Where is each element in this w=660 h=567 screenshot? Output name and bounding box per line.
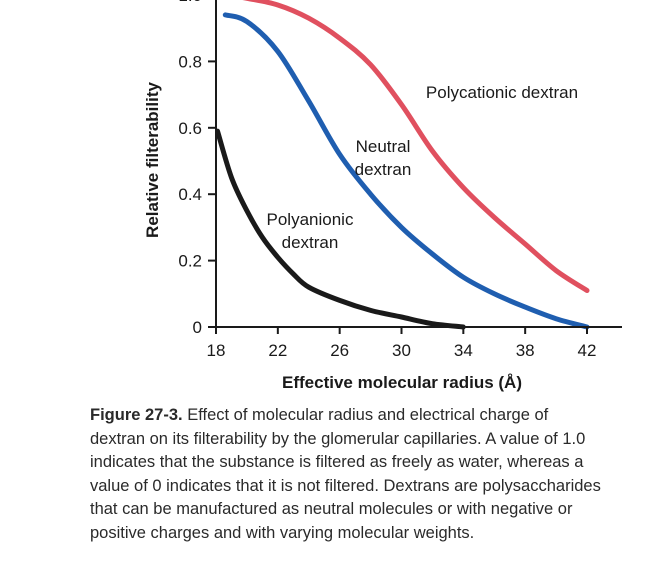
polycationic-dextran-curve: [242, 0, 590, 293]
x-tick-label: 38: [516, 341, 535, 360]
axes-layer: [215, 0, 622, 328]
caption-line: positive charges and with varying molecu…: [90, 523, 475, 542]
x-tick-label: 22: [268, 341, 287, 360]
x-tick-label: 42: [578, 341, 597, 360]
series-label-line: Polycationic dextran: [426, 83, 578, 102]
x-tick-label: 26: [330, 341, 349, 360]
x-tick-label: 30: [392, 341, 411, 360]
filterability-chart: 0 0.2 0.4 0.6 0.8 1.0 18 22 26 30 34 38 42 Polycati…: [143, 0, 622, 392]
series-label-line: Polyanionic: [267, 210, 354, 229]
figure-caption: Figure 27-3. Effect of molecular radius …: [90, 404, 660, 545]
caption-line: value of 0 indicates that it is not filt…: [90, 476, 601, 495]
y-tick-label: 1.0: [178, 0, 202, 5]
x-tick-label: 34: [454, 341, 473, 360]
caption-line: that can be manufactured as neutral mole…: [90, 500, 573, 518]
polyanionic-dextran-curve: [215, 128, 466, 330]
caption-text: Effect of molecular radius and electrica…: [182, 406, 549, 424]
y-axis-title: Relative filterability: [143, 82, 162, 238]
x-axis-title: Effective molecular radius (Å): [282, 373, 522, 392]
y-tick-label: 0: [193, 318, 202, 337]
y-tick-label: 0.6: [178, 119, 202, 138]
x-ticks: 18 22 26 30 34 38 42: [207, 327, 597, 360]
series-label-line: dextran: [282, 233, 339, 252]
neutral-dextran-curve: [222, 12, 590, 330]
caption-line: indicates that the substance is filtered…: [90, 453, 584, 471]
y-ticks: 0 0.2 0.4 0.6 0.8 1.0: [178, 0, 216, 337]
curves-layer: [215, 0, 590, 330]
caption-label: Figure 27-3.: [90, 406, 183, 424]
y-tick-label: 0.4: [178, 185, 202, 204]
y-tick-label: 0.2: [178, 252, 202, 271]
series-label-line: Neutral: [356, 137, 411, 156]
polycationic-dextran-label: Polycationic dextran: [426, 83, 578, 102]
series-label-line: dextran: [355, 160, 412, 179]
y-tick-label: 0.8: [178, 52, 202, 71]
caption-line: dextran on its filterability by the glom…: [90, 429, 586, 448]
neutral-dextran-label: Neutral dextran: [355, 137, 412, 179]
polyanionic-dextran-label: Polyanionic dextran: [267, 210, 354, 252]
caption-line: Figure 27-3. Effect of molecular radius …: [90, 404, 660, 428]
x-tick-label: 18: [207, 341, 226, 360]
